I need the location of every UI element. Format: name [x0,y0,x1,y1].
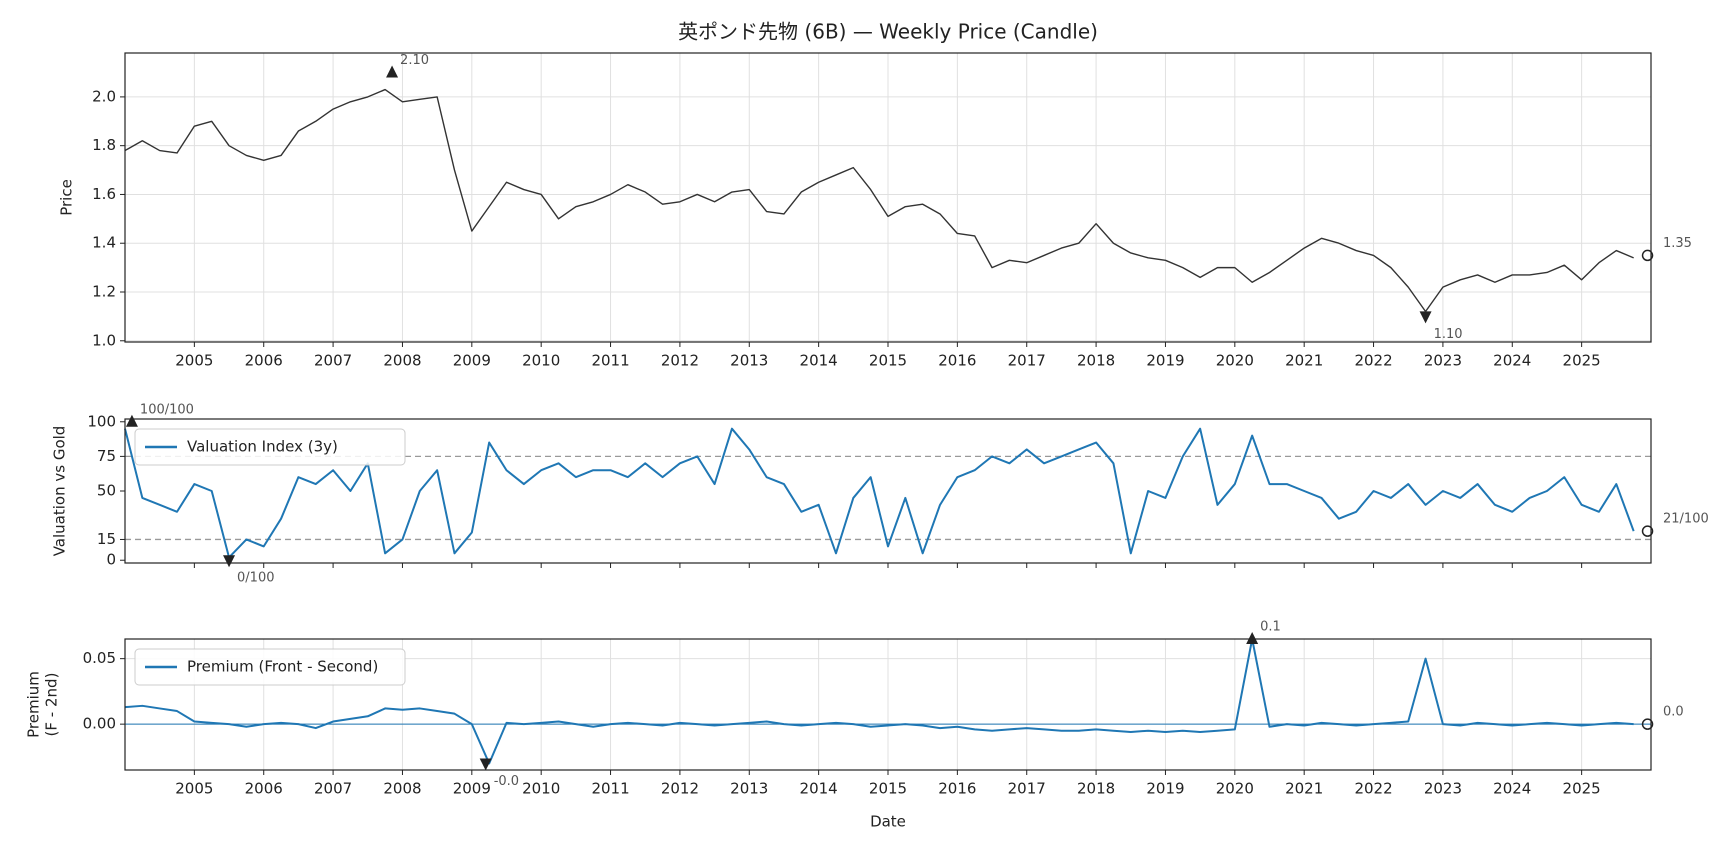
x-tick-label: 2023 [1424,780,1462,798]
annotation-label: 2.10 [400,53,429,68]
x-tick-label: 2005 [175,352,213,370]
x-tick-label: 2024 [1493,780,1531,798]
x-tick-label: 2015 [869,352,907,370]
peak-marker [1246,632,1259,644]
y-tick-label: 1.6 [92,185,116,203]
trough-marker [479,758,492,771]
y-axis-label: (F - 2nd) [43,673,61,737]
x-tick-label: 2006 [245,780,283,798]
x-tick-label: 2020 [1216,352,1254,370]
y-axis-label: Premium [25,671,43,738]
plot-frame [124,52,1652,343]
x-tick-label: 2018 [1077,352,1115,370]
y-tick-label: 2.0 [92,87,116,105]
legend-label: Valuation Index (3y) [187,438,338,456]
x-tick-label: 2013 [730,352,768,370]
trough-marker [1419,311,1432,324]
trough-marker [223,555,236,568]
last-marker [1641,249,1654,262]
y-tick-label: 15 [97,530,116,548]
series-line [124,88,1634,313]
x-tick-label: 2009 [453,780,491,798]
x-tick-label: 2009 [453,352,491,370]
last-marker [1641,718,1654,730]
x-tick-label: 2012 [661,352,699,370]
x-tick-label: 2012 [661,780,699,798]
x-tick-label: 2016 [938,352,976,370]
y-tick-label: 0.05 [83,649,116,667]
annotation-label: 0.0 [1663,705,1684,720]
x-tick-label: 2015 [869,780,907,798]
annotation-label: -0.0 [494,774,519,789]
y-tick-label: 1.0 [92,331,116,349]
x-tick-label: 2017 [1008,780,1046,798]
y-tick-label: 1.2 [92,283,116,301]
y-tick-label: 0.00 [83,715,116,733]
x-tick-label: 2006 [245,352,283,370]
peak-marker [125,414,138,427]
series-line [124,427,1635,559]
x-tick-label: 2011 [591,780,629,798]
x-tick-label: 2007 [314,780,352,798]
x-tick-label: 2023 [1424,352,1462,370]
x-axis-label: Date [870,813,906,831]
y-axis-label: Valuation vs Gold [51,426,69,557]
y-tick-label: 0 [106,551,116,569]
y-tick-label: 100 [87,412,116,430]
x-tick-label: 2020 [1216,780,1254,798]
x-tick-label: 2011 [591,352,629,370]
chart-title: 英ポンド先物 (6B) — Weekly Price (Candle) [678,20,1098,44]
y-axis-label: Price [58,179,76,216]
last-marker [1641,525,1654,537]
annotation-label: 0/100 [237,571,274,586]
x-tick-label: 2025 [1563,352,1601,370]
y-tick-label: 1.4 [92,234,116,252]
x-tick-label: 2016 [938,780,976,798]
x-tick-label: 2021 [1285,352,1323,370]
y-tick-label: 50 [97,482,116,500]
x-tick-label: 2019 [1146,780,1184,798]
legend-label: Premium (Front - Second) [187,658,378,676]
x-tick-label: 2014 [800,780,838,798]
annotation-label: 100/100 [140,402,194,417]
peak-marker [386,65,399,78]
legend-box [134,428,406,466]
x-tick-label: 2025 [1563,780,1601,798]
x-tick-label: 2013 [730,780,768,798]
x-tick-label: 2017 [1008,352,1046,370]
x-tick-label: 2010 [522,780,560,798]
x-tick-label: 2024 [1493,352,1531,370]
x-tick-label: 2019 [1146,352,1184,370]
x-tick-label: 2018 [1077,780,1115,798]
plot-frame [124,638,1652,771]
x-tick-label: 2022 [1354,352,1392,370]
x-tick-label: 2021 [1285,780,1323,798]
x-tick-label: 2008 [383,352,421,370]
x-tick-label: 2008 [383,780,421,798]
y-tick-label: 75 [97,447,116,465]
x-tick-label: 2005 [175,780,213,798]
series-line [124,638,1634,765]
y-tick-label: 1.8 [92,136,116,154]
annotation-label: 1.35 [1663,236,1692,251]
x-tick-label: 2010 [522,352,560,370]
annotation-label: 0.1 [1260,620,1281,635]
annotation-label: 1.10 [1434,327,1463,342]
legend-box [134,648,406,686]
plot-frame [124,418,1652,564]
annotation-label: 21/100 [1663,512,1709,527]
x-tick-label: 2014 [800,352,838,370]
x-tick-label: 2022 [1354,780,1392,798]
x-tick-label: 2007 [314,352,352,370]
